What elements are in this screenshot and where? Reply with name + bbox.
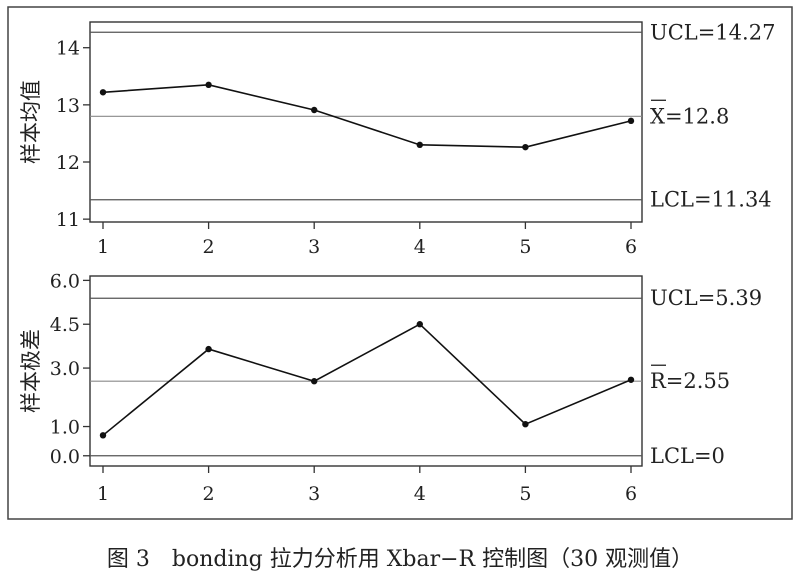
y-tick-label: 13 <box>56 95 80 117</box>
y-axis-label: 样本极差 <box>19 329 43 413</box>
data-point <box>416 321 423 328</box>
data-point <box>311 106 318 114</box>
y-tick-label: 1.0 <box>50 417 80 439</box>
x-tick-label: 2 <box>203 236 215 258</box>
x-tick-label: 4 <box>414 236 426 258</box>
data-point <box>522 143 529 151</box>
y-axis-label: 样本均值 <box>19 80 43 164</box>
y-tick-label: 14 <box>56 38 80 60</box>
x-tick-label: 4 <box>414 483 426 505</box>
figure-caption: 图 3 bonding 拉力分析用 Xbar−R 控制图（30 观测值） <box>107 547 693 572</box>
data-point <box>99 89 107 96</box>
y-tick-label: 11 <box>56 209 80 231</box>
x-tick-label: 3 <box>308 236 320 258</box>
chart-panel-range: UCL=5.39 R=2.55 LCL=0 0.0 1.0 3.0 4.5 6.0 1 2 3 4 5 6… <box>19 270 762 505</box>
series-line <box>102 84 632 148</box>
y-tick-label: 0.0 <box>50 446 80 468</box>
data-point <box>311 378 318 385</box>
data-point <box>522 421 529 428</box>
x-tick-label: 3 <box>308 483 320 505</box>
x-tick-label: 1 <box>97 236 109 258</box>
limit-label-lcl: LCL=0 <box>650 444 725 468</box>
data-point <box>99 432 107 439</box>
limit-label-center: R=2.55 <box>650 369 730 393</box>
x-tick-label: 6 <box>625 483 637 505</box>
limit-label-lcl: LCL=11.34 <box>650 188 772 212</box>
data-point <box>205 345 212 353</box>
limit-label-ucl: UCL=14.27 <box>650 20 775 44</box>
data-point <box>627 117 635 125</box>
limit-label-center: X=12.8 <box>650 104 729 128</box>
limit-label-ucl: UCL=5.39 <box>650 286 762 310</box>
series-line <box>102 323 632 436</box>
data-point <box>416 141 423 149</box>
x-tick-label: 2 <box>203 483 215 505</box>
data-point <box>627 376 635 383</box>
y-tick-label: 4.5 <box>50 314 80 336</box>
x-tick-label: 6 <box>625 236 637 258</box>
figure-border <box>7 6 793 520</box>
x-tick-label: 5 <box>519 236 531 258</box>
data-point <box>205 81 212 89</box>
y-tick-label: 3.0 <box>50 358 80 380</box>
y-tick-label: 6.0 <box>50 270 80 292</box>
x-tick-label: 1 <box>97 483 109 505</box>
plot-frame <box>89 21 643 223</box>
plot-frame <box>89 275 643 467</box>
y-tick-label: 12 <box>56 152 80 174</box>
x-tick-label: 5 <box>519 483 531 505</box>
